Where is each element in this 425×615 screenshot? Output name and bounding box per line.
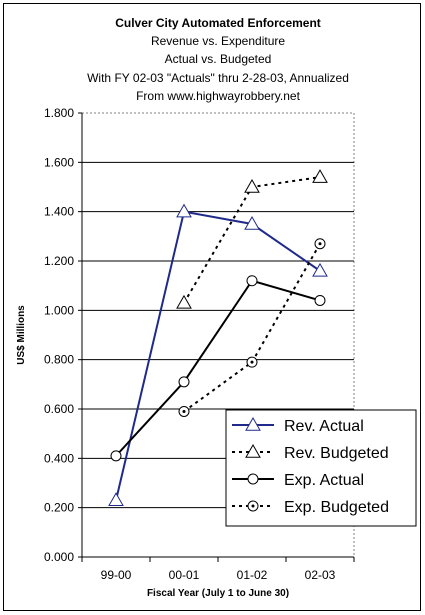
series-4-point-dot — [182, 409, 186, 413]
legend: Rev. Actual Rev. Budgeted Exp. Actual Exp. … — [225, 409, 417, 527]
chart-title: Culver City Automated Enforcement — [115, 16, 321, 30]
series-2-point — [312, 169, 328, 183]
y-tick-label: 1.400 — [44, 205, 74, 219]
series-line-3 — [115, 279, 321, 457]
series-4-point-dot — [250, 360, 254, 364]
y-tick-label: 0.400 — [44, 451, 74, 465]
legend-label-1: Rev. Actual — [284, 418, 364, 435]
legend-label-4: Exp. Budgeted — [284, 499, 389, 516]
legend-marker-1 — [245, 416, 261, 431]
series-3-point — [246, 275, 258, 287]
y-tick-label: 0.800 — [44, 353, 74, 367]
x-tick-label: 00-01 — [169, 568, 200, 582]
series-2-point — [176, 294, 192, 309]
y-tick-label: 0.200 — [44, 501, 74, 515]
chart-subtitle-2: Actual vs. Budgeted — [165, 52, 272, 66]
series-3-point — [110, 450, 122, 462]
y-axis-label: US$ Millions — [16, 305, 27, 365]
y-tick-label: 1.200 — [44, 254, 74, 268]
y-tick-label: 1.600 — [44, 155, 74, 169]
chart-title-block: Culver City Automated Enforcement Revenu… — [87, 16, 349, 103]
series-1-point — [312, 262, 328, 277]
legend-marker-3 — [247, 473, 259, 485]
series-4-point-dot — [318, 242, 322, 246]
legend-marker-2 — [245, 443, 261, 458]
series-line-1 — [115, 210, 321, 501]
series-3-point — [314, 294, 326, 306]
x-tick-label: 99-00 — [101, 568, 132, 582]
y-tick-label: 0.600 — [44, 402, 74, 416]
plot-area: 0.000 0.200 0.400 0.600 0.800 1.000 1.200 1.400… — [44, 106, 355, 582]
y-tick-label: 1.000 — [44, 303, 74, 317]
y-tick-label: 0.000 — [44, 550, 74, 564]
legend-label-2: Rev. Budgeted — [284, 445, 389, 462]
series-2-point — [244, 178, 260, 193]
chart-subtitle-3: With FY 02-03 "Actuals" thru 2-28-03, An… — [87, 71, 349, 85]
x-axis-label: Fiscal Year (July 1 to June 30) — [147, 588, 289, 599]
series-1-point — [176, 203, 192, 218]
chart-subtitle-4: From www.highwayrobbery.net — [136, 89, 301, 103]
series-3-point — [178, 376, 190, 388]
legend-marker-4-dot — [251, 504, 255, 508]
y-tick-label: 1.800 — [44, 106, 74, 120]
x-tick-label: 02-03 — [305, 568, 336, 582]
series-line-4 — [183, 243, 321, 413]
chart-subtitle-1: Revenue vs. Expenditure — [151, 34, 285, 48]
series-1-point — [108, 492, 124, 507]
x-tick-label: 01-02 — [237, 568, 268, 582]
legend-label-3: Exp. Actual — [284, 472, 364, 489]
series-1-point — [244, 215, 260, 230]
